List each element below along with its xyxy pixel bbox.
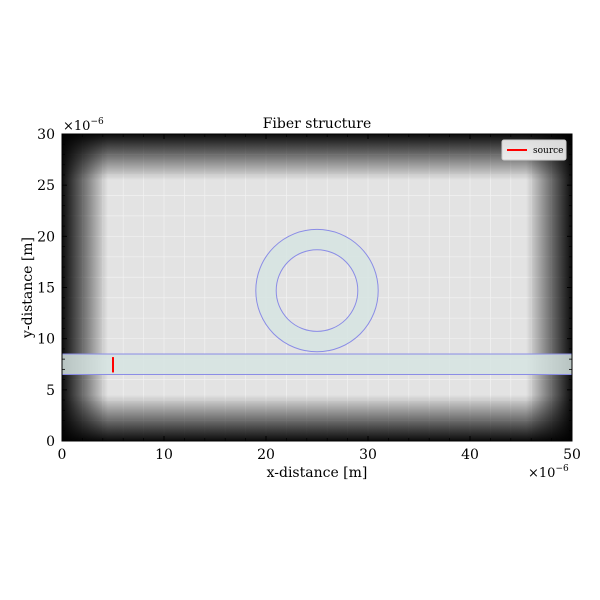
chart-title: Fiber structure	[263, 116, 372, 132]
axis-ticks: 0 10 20 30 40 50 0 5 10 15 20 25 30	[37, 127, 581, 463]
y-tick-label: 5	[46, 383, 55, 399]
waveguide	[62, 353, 572, 375]
y-exponent-base: ×10	[63, 119, 90, 134]
y-tick-label: 20	[37, 229, 55, 245]
x-tick-label: 20	[257, 447, 275, 463]
legend-label-source: source	[533, 146, 564, 156]
plot-background	[62, 134, 572, 441]
x-axis-label: x-distance [m]	[267, 465, 368, 481]
x-tick-label: 50	[563, 447, 581, 463]
legend-box	[501, 139, 567, 161]
y-axis-label: y-distance [m]	[20, 237, 36, 339]
pml-bottom	[62, 394, 572, 441]
y-axis-exponent: ×10−6	[63, 117, 104, 134]
x-tick-label: 40	[461, 447, 479, 463]
y-tick-label: 15	[37, 281, 55, 297]
pml-right	[526, 134, 572, 441]
x-tick-label: 10	[155, 447, 173, 463]
legend: source	[501, 139, 567, 161]
ring-resonator	[255, 228, 379, 353]
x-exponent-base: ×10	[528, 466, 555, 481]
x-axis-exponent: ×10−6	[528, 464, 569, 481]
y-exponent-power: −6	[90, 117, 104, 127]
pml-top	[62, 134, 572, 181]
fiber-structure	[62, 228, 572, 375]
y-tick-label: 25	[37, 178, 55, 194]
y-tick-label: 10	[37, 332, 55, 348]
pml-absorbing-boundary	[62, 134, 572, 441]
pml-left	[62, 134, 108, 441]
y-tick-label: 0	[46, 434, 55, 450]
x-tick-label: 30	[359, 447, 377, 463]
y-tick-label: 30	[37, 127, 55, 143]
x-tick-label: 0	[58, 447, 67, 463]
x-exponent-power: −6	[555, 464, 569, 474]
